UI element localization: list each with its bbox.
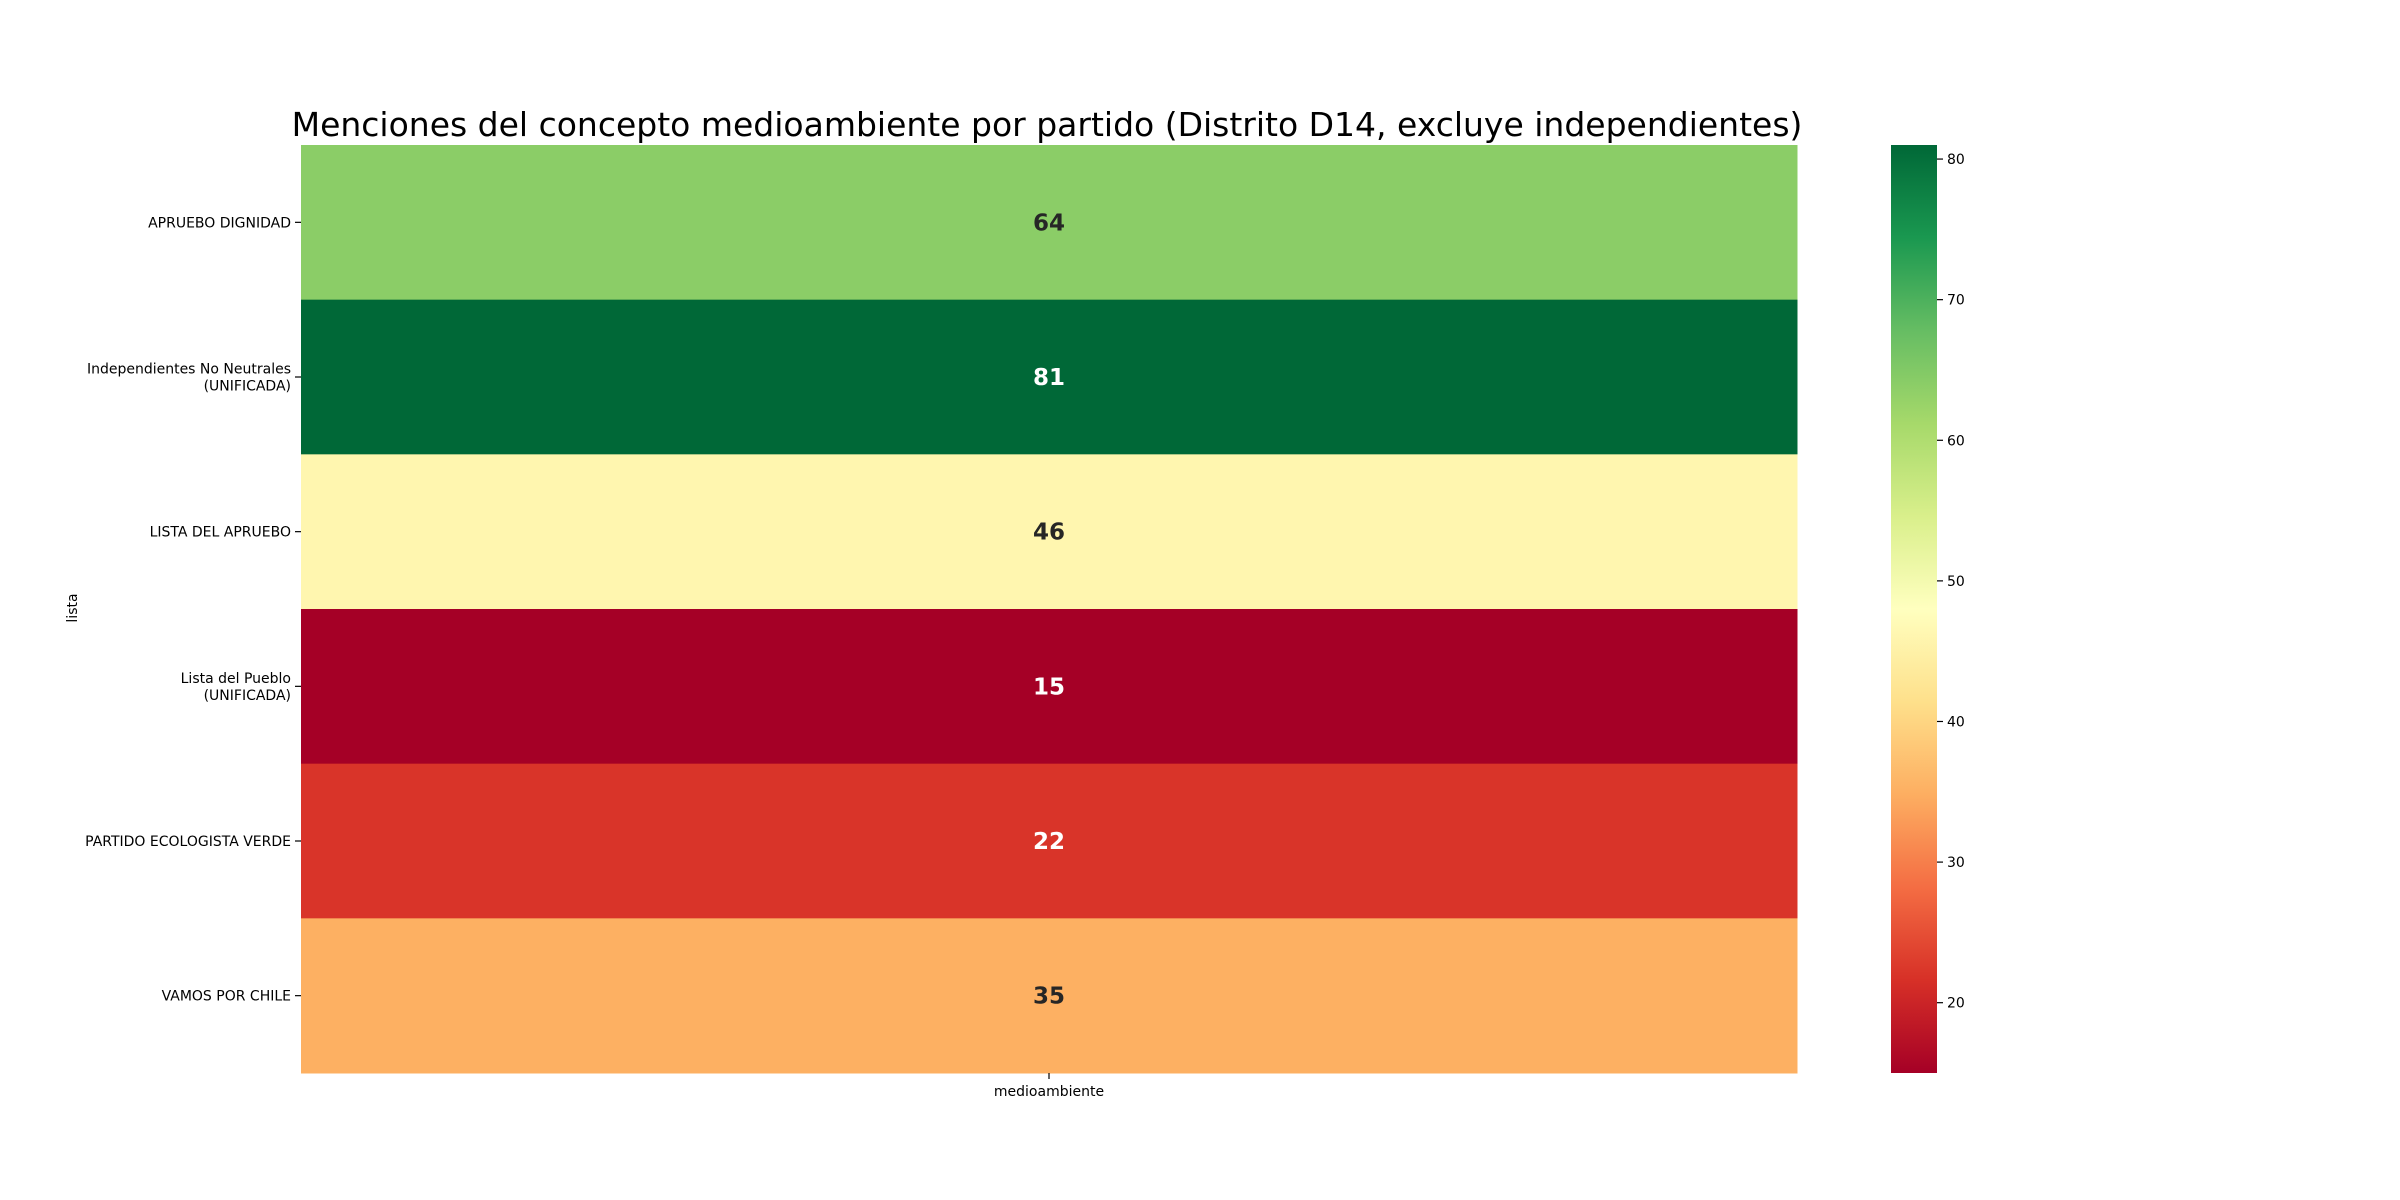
colorbar <box>1891 145 1937 1073</box>
cell-value-label: 46 <box>1033 520 1065 546</box>
colorbar-tick-label: 50 <box>1947 574 1965 590</box>
heatmap-cell <box>301 918 1798 1074</box>
y-tick-labels: APRUEBO DIGNIDAD Independientes No Neutra… <box>85 215 301 1005</box>
chart-title: Menciones del concepto medioambiente por… <box>292 105 1803 144</box>
heatmap-cell <box>301 763 1798 919</box>
cell-annotations: 64 81 46 15 22 35 <box>1033 210 1065 1009</box>
heatmap-cell <box>301 454 1798 610</box>
cell-value-label: 81 <box>1033 365 1065 391</box>
cell-value-label: 22 <box>1033 829 1065 855</box>
y-tick-label: LISTA DEL APRUEBO <box>150 525 291 541</box>
y-tick-label: APRUEBO DIGNIDAD <box>148 215 291 231</box>
colorbar-tick-label: 70 <box>1947 293 1965 309</box>
heatmap-cell <box>301 609 1798 765</box>
cell-value-label: 35 <box>1033 984 1065 1010</box>
colorbar-tick-label: 30 <box>1947 855 1965 871</box>
x-tick-label: medioambiente <box>994 1084 1104 1100</box>
colorbar-ticks: 20 30 40 50 60 70 80 <box>1937 152 1965 1012</box>
cell-value-label: 15 <box>1033 674 1065 700</box>
y-tick-label: Lista del Pueblo (UNIFICADA) <box>181 671 291 704</box>
y-tick-label: Independientes No Neutrales (UNIFICADA) <box>87 362 291 395</box>
heatmap-cell <box>301 299 1798 455</box>
x-tick-labels: medioambiente <box>994 1073 1104 1100</box>
colorbar-tick-label: 80 <box>1947 152 1965 168</box>
heatmap-cells <box>301 145 1798 1074</box>
y-tick-label: PARTIDO ECOLOGISTA VERDE <box>85 834 291 850</box>
y-axis-label: lista <box>65 593 81 622</box>
y-tick-label: VAMOS POR CHILE <box>162 989 291 1005</box>
heatmap-cell <box>301 145 1798 301</box>
colorbar-tick-label: 40 <box>1947 714 1965 730</box>
colorbar-tick-label: 60 <box>1947 433 1965 449</box>
cell-value-label: 64 <box>1033 210 1065 236</box>
colorbar-tick-label: 20 <box>1947 996 1965 1012</box>
